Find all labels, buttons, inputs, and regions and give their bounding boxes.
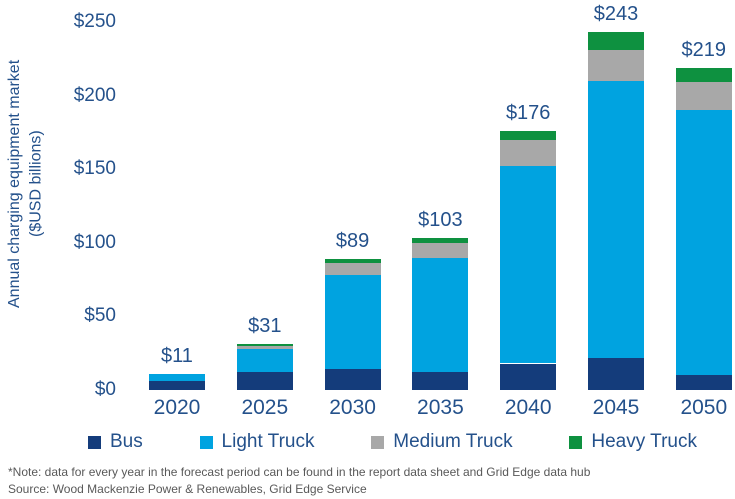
light-truck-swatch-icon [199, 435, 213, 449]
y-tick-label-0: $0 [94, 379, 116, 400]
legend-label-heavy-truck: Heavy Truck [591, 431, 697, 452]
x-axis-label-2050: 2050 [680, 396, 728, 419]
bar-segment-bus-2020 [149, 381, 205, 390]
heavy-truck-swatch-icon [569, 435, 583, 449]
bar-segment-bus-2030 [324, 369, 381, 390]
bar-segment-heavy-truck-2045 [588, 32, 644, 50]
bar-segment-heavy-truck-2030 [324, 258, 381, 264]
bar-segment-medium-truck-2035 [412, 242, 469, 258]
bar-segment-light-truck-2030 [324, 275, 381, 370]
y-tick-label-250: $250 [73, 11, 116, 32]
legend-item-bus: Bus [88, 431, 143, 453]
bar-segment-bus-2025 [236, 372, 293, 390]
total-label-2040: $176 [505, 101, 551, 124]
y-tick-label-200: $200 [73, 84, 116, 106]
legend-item-light-truck: Light Truck [199, 431, 315, 453]
medium-truck-swatch-icon [371, 435, 385, 449]
bar-segment-medium-truck-2030 [324, 263, 381, 276]
bar-segment-bus-2040 [500, 363, 557, 390]
x-axis-label-2035: 2035 [417, 396, 464, 419]
x-axis-label-2040: 2040 [504, 396, 552, 419]
bar-segment-light-truck-2020 [149, 373, 205, 382]
bar-segment-light-truck-2025 [236, 348, 293, 373]
bar-segment-medium-truck-2040 [500, 139, 557, 167]
total-label-2025: $31 [248, 315, 282, 338]
bar-segment-light-truck-2050 [675, 110, 732, 376]
footnote: *Note: data for every year in the foreca… [8, 464, 731, 498]
footnote-source-line: Source: Wood Mackenzie Power & Renewable… [8, 482, 367, 496]
legend-label-bus: Bus [110, 431, 143, 452]
legend-label-medium-truck: Medium Truck [393, 431, 513, 452]
footnote-note-line: *Note: data for every year in the foreca… [8, 465, 591, 479]
y-tick-label-50: $50 [84, 305, 116, 327]
x-axis-label-2025: 2025 [241, 396, 289, 419]
x-axis-label-2045: 2045 [592, 396, 640, 419]
total-label-2045: $243 [593, 3, 639, 26]
bar-segment-light-truck-2035 [412, 257, 469, 373]
bar-segment-heavy-truck-2035 [412, 238, 469, 243]
bar-segment-light-truck-2045 [588, 80, 644, 358]
y-tick-label-150: $150 [73, 158, 116, 180]
total-label-2050: $219 [681, 38, 727, 61]
x-axis-label-2020: 2020 [153, 396, 201, 419]
bar-segment-bus-2045 [588, 357, 644, 390]
bar-segment-heavy-truck-2050 [675, 67, 732, 83]
bar-segment-medium-truck-2050 [675, 82, 732, 111]
legend-item-medium-truck: Medium Truck [371, 431, 513, 453]
y-tick-label-100: $100 [73, 231, 116, 253]
bus-swatch-icon [88, 435, 101, 449]
bar-segment-medium-truck-2045 [588, 49, 644, 81]
total-label-2035: $103 [418, 209, 463, 232]
bar-segment-medium-truck-2025 [236, 345, 293, 349]
legend-item-heavy-truck: Heavy Truck [569, 431, 697, 453]
bar-segment-light-truck-2040 [500, 166, 557, 364]
total-label-2020: $11 [161, 344, 193, 367]
bar-segment-bus-2050 [675, 375, 732, 390]
bar-segment-heavy-truck-2040 [500, 130, 557, 140]
legend-label-light-truck: Light Truck [221, 431, 315, 452]
total-label-2030: $89 [335, 229, 370, 252]
legend: Bus Light Truck Medium Truck Heavy Truck [88, 430, 697, 454]
bar-segment-bus-2035 [412, 372, 469, 390]
bar-segment-heavy-truck-2025 [236, 344, 293, 346]
x-axis-label-2030: 2030 [329, 396, 376, 419]
